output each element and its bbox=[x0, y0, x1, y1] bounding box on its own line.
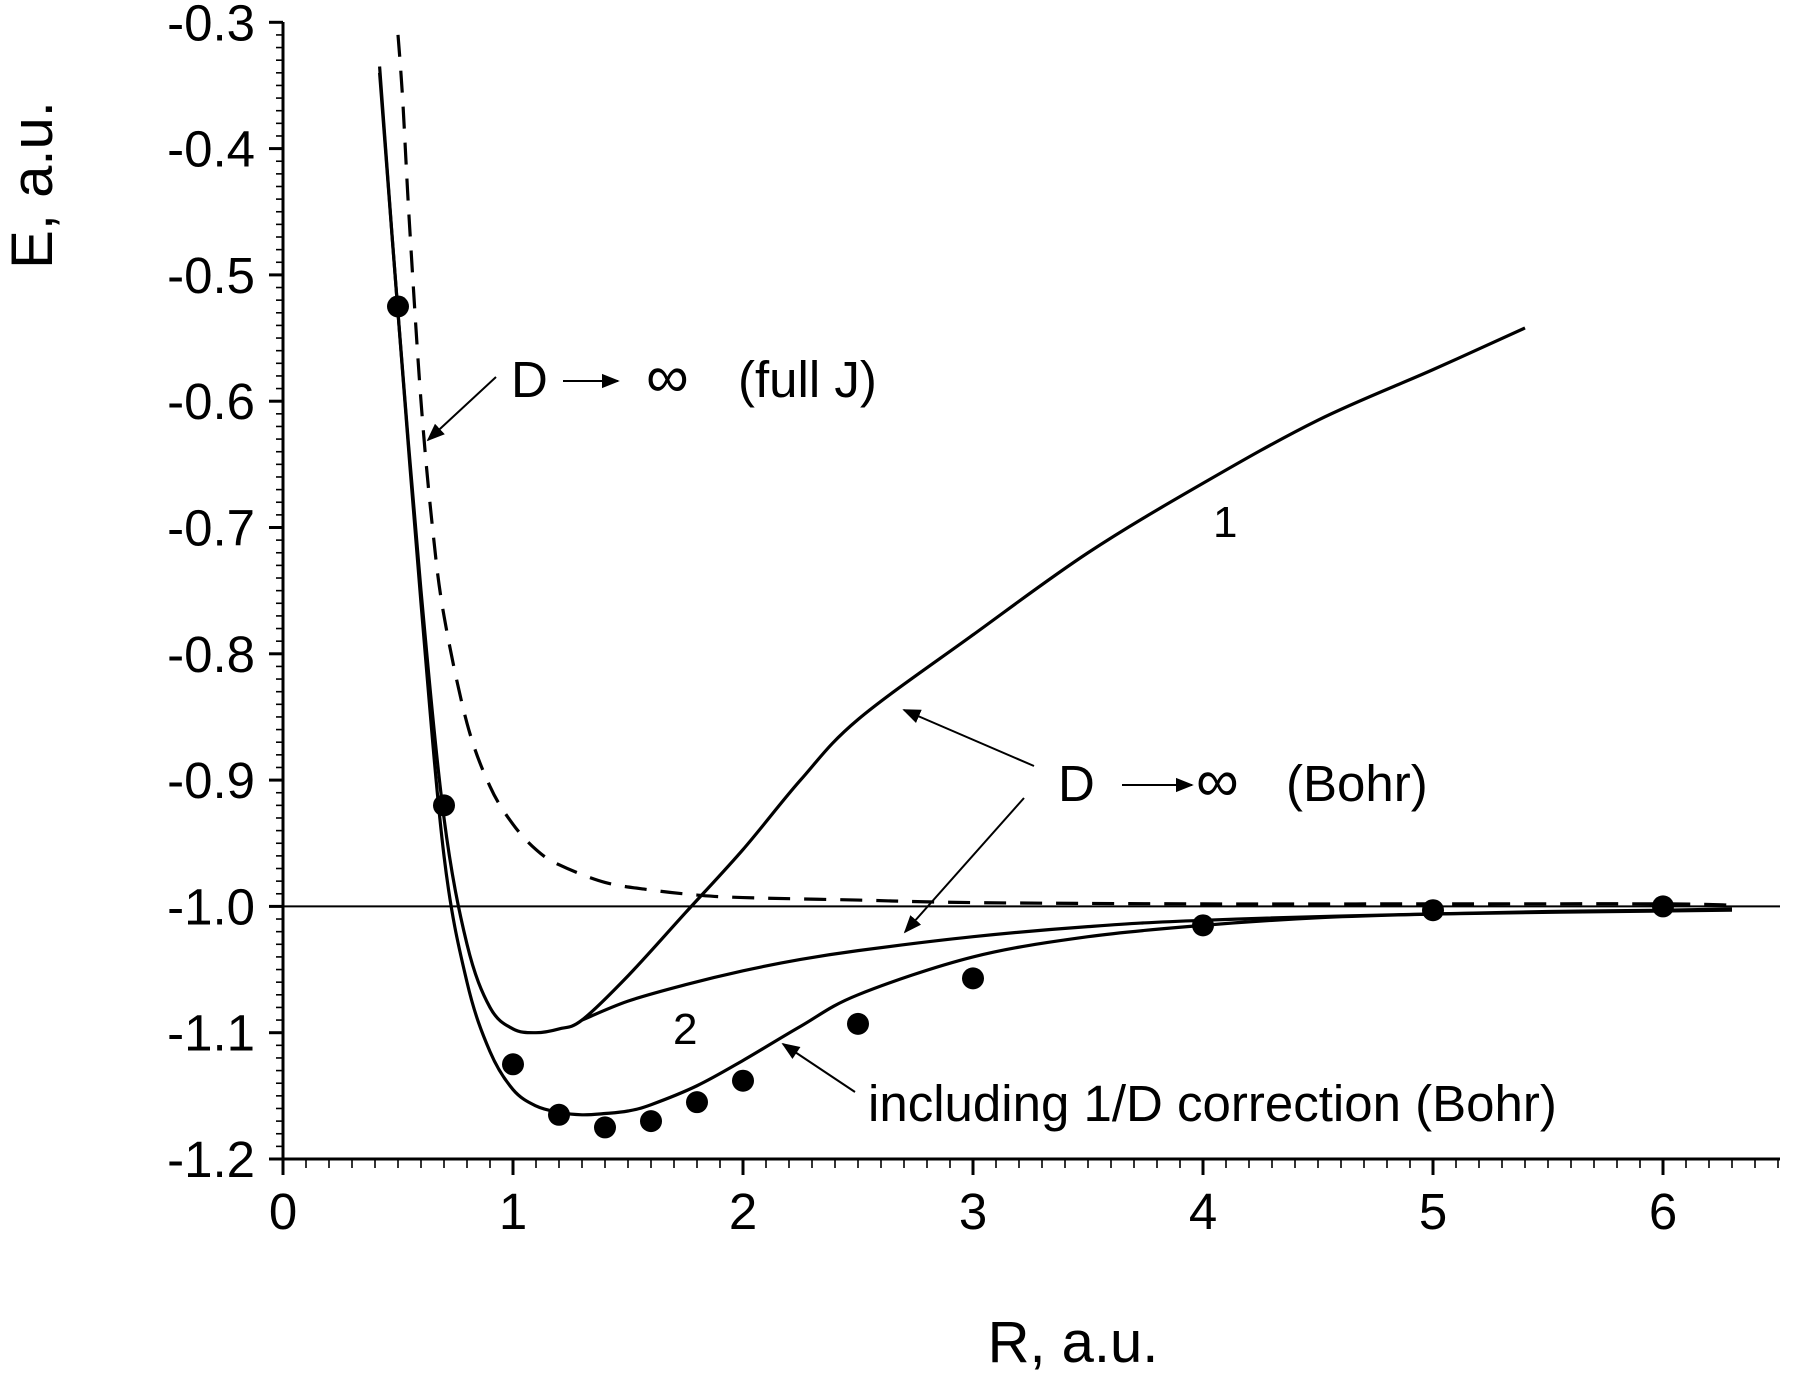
data-point bbox=[594, 1116, 616, 1139]
x-tick-label: 0 bbox=[269, 1183, 297, 1240]
axis-titles: R, a.u. E, a.u. bbox=[0, 101, 1158, 1375]
annotation-full-j-d: D bbox=[511, 351, 548, 408]
data-point bbox=[640, 1110, 662, 1133]
x-tick-label: 3 bbox=[959, 1183, 987, 1240]
annotation-correction-pointer bbox=[781, 1043, 856, 1093]
curve-label-2: 2 bbox=[673, 1005, 697, 1054]
y-tick-label: -0.9 bbox=[167, 752, 255, 809]
annotation-bohr-d: D bbox=[1058, 755, 1095, 812]
data-point bbox=[962, 967, 984, 990]
y-tick-label: -0.7 bbox=[167, 500, 255, 557]
y-tick-label: -1.2 bbox=[167, 1131, 255, 1188]
y-tick-label: -1.1 bbox=[167, 1005, 255, 1062]
data-point bbox=[847, 1012, 869, 1035]
data-point bbox=[1422, 899, 1444, 922]
axis-ticks: -0.3 -0.4 -0.5 -0.6 -0.7 -0.8 -0.9 -1.0 -1.1 -1.2… bbox=[167, 0, 1779, 1240]
data-point bbox=[548, 1103, 570, 1126]
data-point bbox=[1652, 895, 1674, 918]
data-point bbox=[433, 794, 455, 817]
series-line-1 bbox=[378, 66, 1526, 1035]
x-tick-label: 6 bbox=[1649, 1183, 1677, 1240]
series bbox=[378, 34, 1733, 1117]
y-tick-label: -0.4 bbox=[167, 121, 255, 178]
annotation-full-j: D ∞ (full J) bbox=[426, 343, 877, 442]
data-point bbox=[686, 1091, 708, 1114]
x-tick-label: 2 bbox=[729, 1183, 757, 1240]
annotation-bohr-infinity: ∞ bbox=[1196, 747, 1239, 814]
y-axis-title: E, a.u. bbox=[0, 101, 65, 269]
annotation-full-j-suffix: (full J) bbox=[738, 351, 877, 408]
annotation-bohr-pointer-lower bbox=[903, 797, 1025, 934]
series-full-j-dashed-line bbox=[396, 34, 1733, 907]
annotation-full-j-infinity: ∞ bbox=[646, 343, 689, 410]
data-point bbox=[502, 1053, 524, 1076]
x-tick-label: 5 bbox=[1419, 1183, 1447, 1240]
annotations: D ∞ (full J) D ∞ (Bohr) including 1/D co… bbox=[426, 343, 1557, 1132]
series-line-3 bbox=[378, 72, 1733, 1117]
data-point bbox=[387, 295, 409, 318]
x-tick-label: 1 bbox=[499, 1183, 527, 1240]
y-tick-label: -0.3 bbox=[167, 0, 255, 51]
annotation-correction: including 1/D correction (Bohr) bbox=[781, 1043, 1557, 1132]
annotation-full-j-pointer bbox=[426, 376, 497, 442]
data-markers bbox=[387, 295, 1674, 1139]
x-tick-label: 4 bbox=[1189, 1183, 1217, 1240]
curve-label-1: 1 bbox=[1213, 498, 1237, 547]
annotation-correction-text: including 1/D correction (Bohr) bbox=[868, 1075, 1557, 1132]
data-point bbox=[1192, 914, 1214, 937]
y-tick-label: -0.6 bbox=[167, 373, 255, 430]
y-tick-label: -0.5 bbox=[167, 247, 255, 304]
annotation-bohr-suffix: (Bohr) bbox=[1286, 755, 1428, 812]
annotation-bohr: D ∞ (Bohr) bbox=[902, 709, 1428, 934]
y-tick-label: -0.8 bbox=[167, 626, 255, 683]
annotation-bohr-pointer-upper bbox=[902, 709, 1035, 767]
x-axis-title: R, a.u. bbox=[988, 1310, 1159, 1375]
y-tick-label: -1.0 bbox=[167, 878, 255, 935]
data-point bbox=[732, 1069, 754, 1092]
series-line-2 bbox=[581, 908, 1733, 1022]
